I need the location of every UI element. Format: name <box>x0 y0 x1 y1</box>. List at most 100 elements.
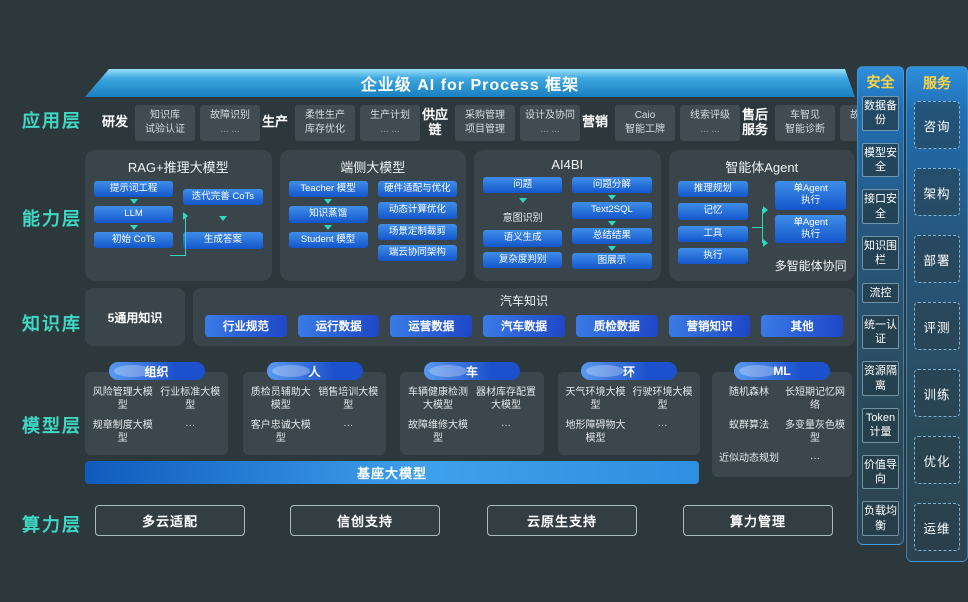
model-item: 风险管理大模型 <box>92 387 153 411</box>
ai4bi-step: 语义生成 <box>483 230 563 247</box>
app-box-line: ... ... <box>220 123 240 135</box>
app-box-line: 采购管理 <box>465 109 505 121</box>
app-box-line: 智能诊断 <box>785 123 825 135</box>
service-column-title: 服务 <box>923 75 951 91</box>
app-group-label: 研发 <box>101 114 128 130</box>
base-model-label: 基座大模型 <box>356 466 427 481</box>
app-box-line: 故障识别 <box>210 109 250 121</box>
layer-label-knowledge: 知识库 <box>22 314 82 334</box>
layer-label-model: 模型层 <box>22 416 82 436</box>
compute-box-cloudnative: 云原生支持 <box>487 505 637 536</box>
edge-left-column: Teacher 模型 知识蒸馏 Student 模型 <box>288 181 368 274</box>
edge-step: Teacher 模型 <box>288 181 368 198</box>
edge-item: 动态计算优化 <box>377 202 457 219</box>
arrow-down-icon <box>324 199 333 205</box>
connector-line <box>761 209 763 243</box>
service-item: 训练 <box>914 369 960 417</box>
ai4bi-step: Text2SQL <box>572 202 652 219</box>
app-box-line: 设计及协同 <box>525 109 575 121</box>
ai4bi-left-column: 问题 意图识别 语义生成 复杂度判别 <box>483 177 563 274</box>
ai4bi-step: 图展示 <box>572 253 652 270</box>
service-item: 运维 <box>914 503 960 551</box>
compute-box-xinchuang: 信创支持 <box>290 505 440 536</box>
compute-box-label: 多云适配 <box>141 514 198 529</box>
model-item: 客户忠诚大模型 <box>250 420 311 444</box>
knowledge-general-label: 5通用知识 <box>107 310 163 325</box>
ai4bi-right-column: 问题分解 Text2SQL 总结结果 图展示 <box>572 177 652 274</box>
app-box-line: 柔性生产 <box>305 109 345 121</box>
ai4bi-step: 复杂度判别 <box>483 251 563 269</box>
arrow-down-icon <box>607 220 616 226</box>
model-item: 行驶环境大模型 <box>632 387 693 411</box>
model-group-pill: ML <box>734 362 830 380</box>
security-item: 统一认证 <box>862 314 899 350</box>
banner-title: 企业级 AI for Process 框架 <box>360 77 580 94</box>
cap-block-body: 问题 意图识别 语义生成 复杂度判别 问题分解 Text2SQL 总结结果 图展… <box>483 177 652 274</box>
model-grid: 车辆健康检测大模型 器材库存配置大模型 故障维修大模型 ··· <box>400 372 544 449</box>
model-group-pill: 人 <box>266 362 363 380</box>
rag-left-column: 提示词工程 LLM 初始 CoTs <box>94 181 174 274</box>
agent-right-column: 单Agent 执行 单Agent 执行 多智能体协同 <box>774 181 847 274</box>
security-item: 数据备份 <box>862 96 899 131</box>
cap-block-title: 端侧大模型 <box>340 160 406 175</box>
model-item: 故障维修大模型 <box>408 420 468 444</box>
agent-module: 执行 <box>677 248 749 265</box>
model-item: 随机森林 <box>729 387 769 398</box>
edge-right-column: 硬件适配与优化 动态计算优化 场景定制裁剪 端云协同架构 <box>377 181 457 274</box>
compute-box-label: 算力管理 <box>729 514 786 529</box>
compute-box-multicloud: 多云适配 <box>95 505 245 536</box>
app-box-line: Caio <box>634 109 656 121</box>
service-item: 咨询 <box>914 101 960 149</box>
compute-box-label: 云原生支持 <box>526 514 597 529</box>
knowledge-general-box: 5通用知识 <box>85 288 185 346</box>
app-box-line: 车智见 <box>790 109 820 121</box>
cap-block-ai4bi: AI4BI 问题 意图识别 语义生成 复杂度判别 问题分解 Text2SQL 总… <box>474 150 661 281</box>
model-group-pill-label: 组织 <box>144 364 169 379</box>
security-column: 安全 数据备份 模型安全 接口安全 知识围栏 流控 统一认证 资源隔离 Toke… <box>857 66 904 545</box>
security-item: 流控 <box>862 282 899 303</box>
app-group-label: 售后服务 <box>741 106 768 137</box>
knowledge-pill: 行业规范 <box>205 315 287 337</box>
knowledge-pill: 质检数据 <box>575 315 658 337</box>
arrow-down-icon <box>129 199 138 205</box>
base-model-bar: 基座大模型 <box>85 461 699 484</box>
model-group-person: 人 质检员辅助大模型 销售培训大模型 客户忠诚大模型 ··· <box>243 362 386 455</box>
app-group-label: 营销 <box>581 114 608 130</box>
security-item: 负载均衡 <box>862 501 899 536</box>
security-item: 模型安全 <box>862 142 899 178</box>
rag-right-column: 迭代完善 CoTs 生成答案 <box>183 189 263 274</box>
model-item: 销售培训大模型 <box>318 387 379 411</box>
security-item: 接口安全 <box>862 189 899 224</box>
ai4bi-step-text: 意图识别 <box>502 213 543 225</box>
knowledge-pill-row: 行业规范 运行数据 运营数据 汽车数据 质检数据 营销知识 其他 <box>193 309 855 337</box>
layer-label-capability: 能力层 <box>22 209 82 229</box>
app-box-line: 知识库 <box>150 109 180 121</box>
ai4bi-step: 问题分解 <box>572 177 652 194</box>
app-box: 车智见 智能诊断 <box>775 104 835 141</box>
model-item: 长短期记忆网络 <box>785 387 845 411</box>
app-group-label: 生产 <box>261 114 288 130</box>
app-box: 故障识别 ... ... <box>200 104 260 141</box>
agent-module: 记忆 <box>677 203 749 220</box>
service-items: 咨询 架构 部署 评测 训练 优化 运维 <box>907 101 967 551</box>
agent-module: 推理规划 <box>677 181 749 198</box>
model-group-vehicle: 车 车辆健康检测大模型 器材库存配置大模型 故障维修大模型 ··· <box>400 362 544 455</box>
model-item: 行业标准大模型 <box>160 387 221 411</box>
layer-label-application: 应用层 <box>22 111 82 131</box>
rag-step: 提示词工程 <box>94 181 174 198</box>
cap-block-body: Teacher 模型 知识蒸馏 Student 模型 硬件适配与优化 动态计算优… <box>288 181 457 274</box>
model-group-pill-label: 环 <box>622 364 635 379</box>
multi-agent-note: 多智能体协同 <box>774 259 847 274</box>
arrow-down-icon <box>218 216 227 222</box>
edge-step: Student 模型 <box>288 231 368 249</box>
app-box-line: 库存优化 <box>305 123 345 135</box>
app-group-marketing: 营销 Caio 智能工牌 线索评级 ... ... <box>580 104 740 141</box>
knowledge-pill: 汽车数据 <box>483 315 565 337</box>
model-item: 蚁群算法 <box>729 420 769 431</box>
agent-exec-line: 单Agent <box>793 216 828 228</box>
capability-layer-row: RAG+推理大模型 提示词工程 LLM 初始 CoTs 迭代完善 CoTs 生成… <box>85 150 855 281</box>
app-box-line: ... ... <box>540 123 560 135</box>
model-item: ··· <box>657 420 668 431</box>
model-grid: 风险管理大模型 行业标准大模型 规章制度大模型 ··· <box>85 372 228 449</box>
